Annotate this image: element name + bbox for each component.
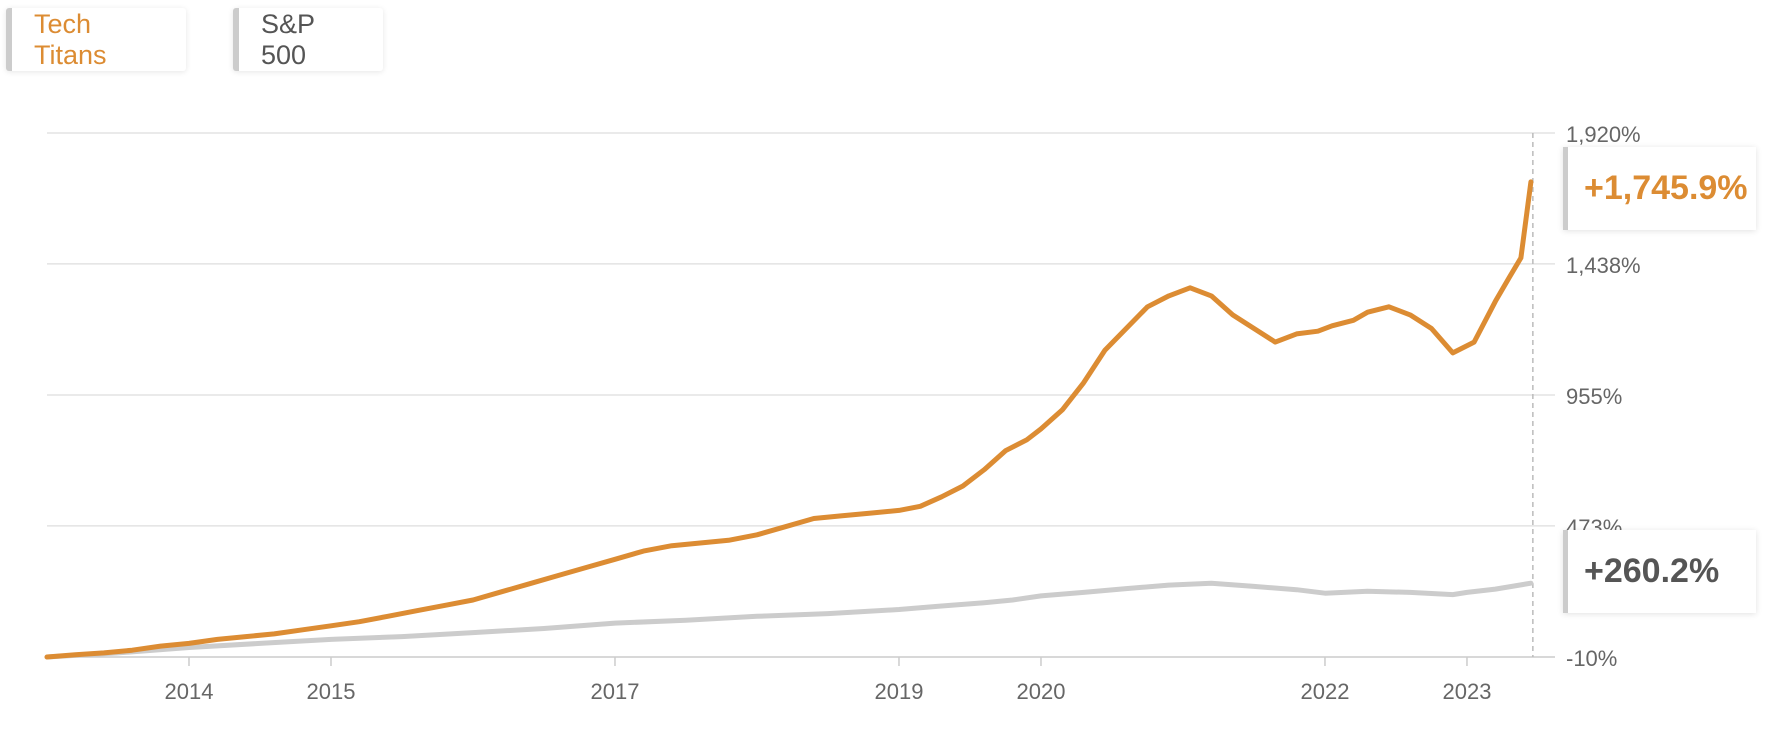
tech-titans-end-value: +1,745.9%: [1584, 169, 1748, 207]
y-axis-ticks: 1,920%1,438%955%473%-10%: [1566, 122, 1641, 671]
legend-sp500-label: S&P 500: [261, 8, 315, 70]
x-tick-label: 2022: [1300, 679, 1349, 704]
y-tick-label: 955%: [1566, 384, 1622, 409]
y-tick-label: 1,920%: [1566, 122, 1641, 147]
x-tick-label: 2017: [591, 679, 640, 704]
tech-titans-end-badge: +1,745.9%: [1563, 147, 1756, 230]
sp500-end-value: +260.2%: [1584, 552, 1720, 590]
x-tick-label: 2020: [1016, 679, 1065, 704]
y-tick-label: 1,438%: [1566, 253, 1641, 278]
x-axis-ticks: 2014 2015 2017 2019 2020 2022 2023: [165, 657, 1491, 704]
legend-tech-titans[interactable]: Tech Titans: [6, 8, 186, 71]
grid-lines: [47, 132, 1555, 658]
series-line-tech-titans: [44, 179, 1534, 660]
x-tick-label: 2015: [307, 679, 356, 704]
sp500-end-badge: +260.2%: [1563, 530, 1756, 613]
legend-sp500[interactable]: S&P 500: [233, 8, 383, 71]
series-line-sp500: [44, 580, 1534, 660]
x-tick-label: 2014: [165, 679, 214, 704]
series-lines: [44, 179, 1534, 660]
x-tick-label: 2023: [1442, 679, 1491, 704]
legend-tech-titans-label: Tech Titans: [34, 8, 107, 70]
x-tick-label: 2019: [875, 679, 924, 704]
y-tick-label: -10%: [1566, 646, 1617, 671]
